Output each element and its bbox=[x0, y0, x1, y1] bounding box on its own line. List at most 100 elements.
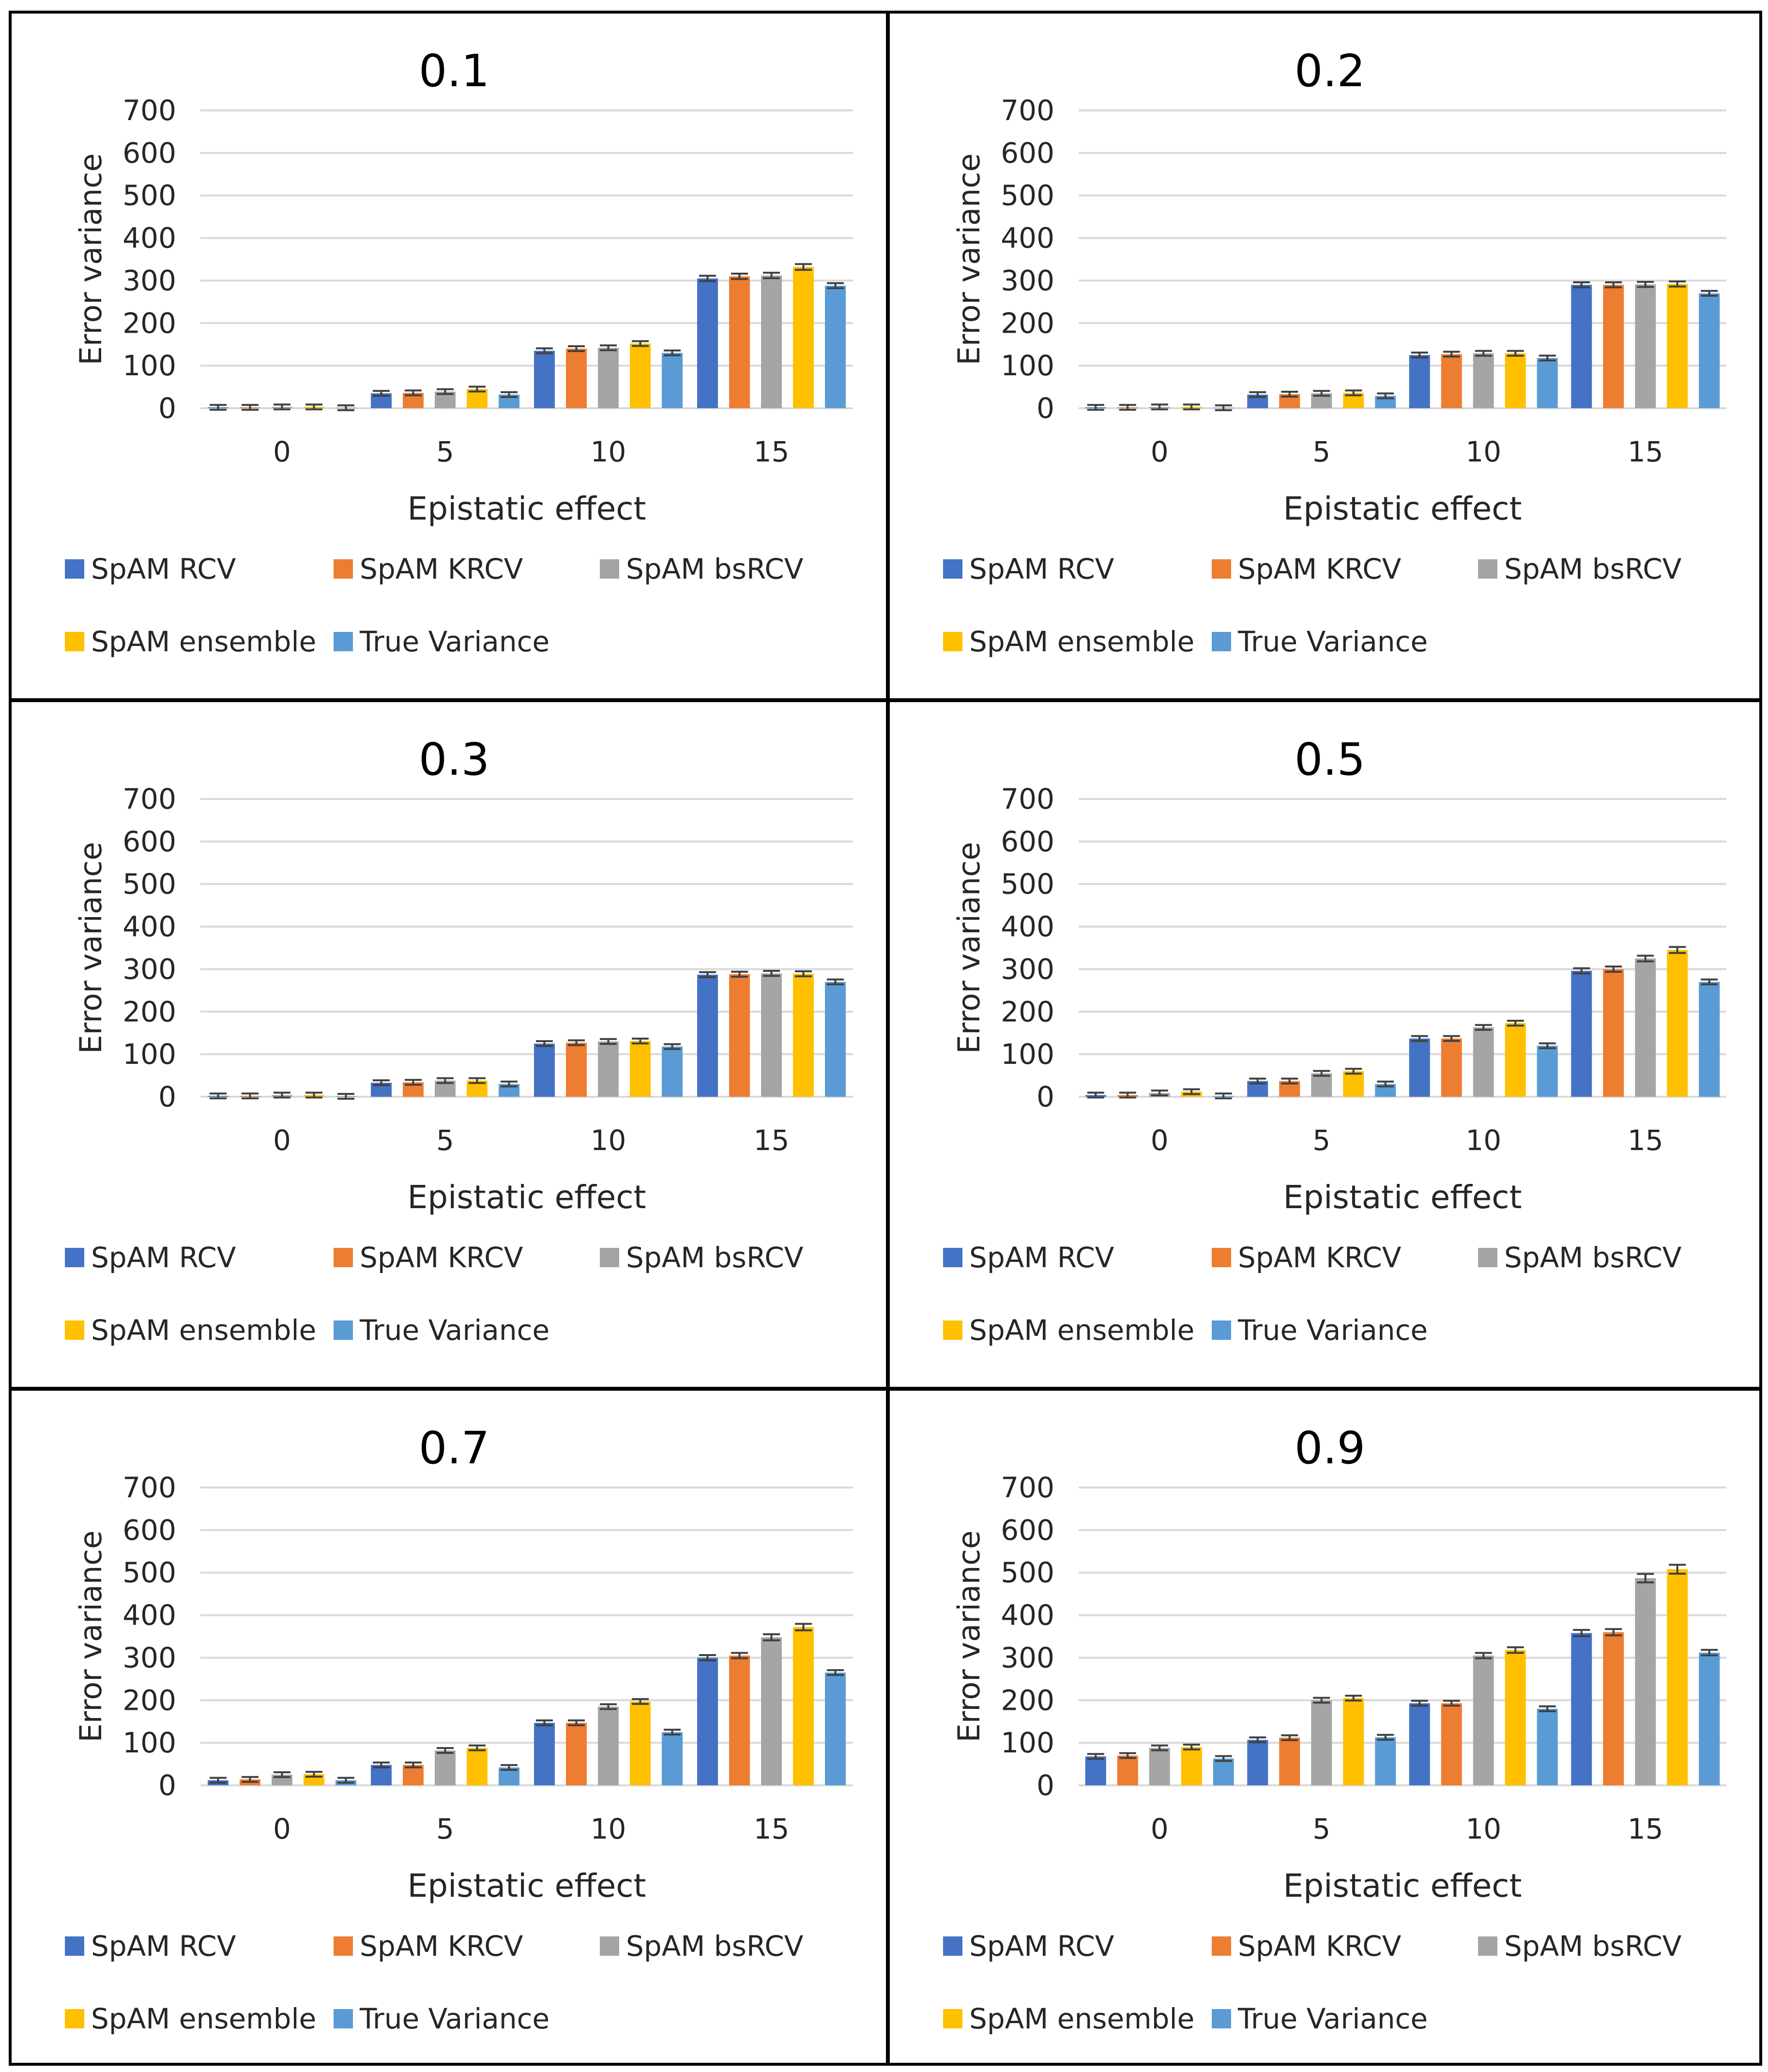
legend-item-true-variance: True Variance bbox=[1212, 1314, 1428, 1347]
chart-title: 0.3 bbox=[419, 734, 489, 785]
y-tick-label: 600 bbox=[122, 825, 176, 858]
legend-swatch bbox=[1212, 2009, 1231, 2028]
legend-item-spam-bsrcv: SpAM bsRCV bbox=[600, 553, 803, 585]
legend-item-spam-krcv: SpAM KRCV bbox=[1212, 1930, 1401, 1963]
x-tick-label: 10 bbox=[1465, 435, 1501, 468]
legend-label: SpAM ensemble bbox=[91, 1314, 317, 1347]
bar-spam-bsrcv bbox=[598, 1706, 619, 1785]
legend-label: SpAM RCV bbox=[91, 1930, 236, 1963]
y-tick-label: 500 bbox=[1001, 179, 1054, 212]
y-tick-label: 500 bbox=[122, 1556, 176, 1589]
y-axis-label: Error variance bbox=[951, 1531, 987, 1743]
legend-swatch bbox=[334, 559, 353, 579]
legend-label: SpAM bsRCV bbox=[626, 1241, 804, 1274]
legend-label: SpAM RCV bbox=[969, 553, 1114, 585]
y-tick-label: 600 bbox=[122, 137, 176, 169]
y-tick-label: 0 bbox=[158, 1769, 176, 1802]
legend-item-spam-rcv: SpAM RCV bbox=[65, 1241, 236, 1274]
y-tick-label: 200 bbox=[1001, 1684, 1054, 1717]
x-axis-label: Epistatic effect bbox=[1283, 490, 1522, 527]
legend-item-true-variance: True Variance bbox=[334, 1314, 549, 1347]
chart-panel-4: 0.7 0 100 200 300 400 500 600 700 Error variance 0… bbox=[9, 1388, 889, 2066]
bar-spam-krcv bbox=[1441, 354, 1462, 408]
x-tick-label: 10 bbox=[1465, 1812, 1501, 1845]
bar-spam-krcv bbox=[1279, 1737, 1300, 1785]
bar-spam-ensemble bbox=[1343, 1698, 1364, 1785]
bar-spam-ensemble bbox=[1667, 1569, 1688, 1785]
y-tick-label: 0 bbox=[1036, 1769, 1054, 1802]
x-axis-label: Epistatic effect bbox=[1283, 1179, 1522, 1216]
bar-spam-krcv bbox=[729, 1656, 750, 1785]
y-tick-label: 700 bbox=[1001, 1471, 1054, 1504]
bar-spam-ensemble bbox=[630, 343, 651, 408]
legend-item-true-variance: True Variance bbox=[334, 625, 549, 658]
chart-svg: 0.5 0 100 200 300 400 500 600 700 Error variance 0… bbox=[951, 734, 1726, 1216]
legend-swatch bbox=[943, 1248, 962, 1267]
legend-swatch bbox=[1212, 1936, 1231, 1956]
chart-panel-5: 0.9 0 100 200 300 400 500 600 700 Error variance 0… bbox=[887, 1388, 1762, 2066]
bar-spam-krcv bbox=[1117, 1755, 1138, 1785]
legend-swatch bbox=[65, 1936, 84, 1956]
chart-svg: 0.1 0 100 200 300 400 500 600 700 Error variance 0… bbox=[73, 45, 853, 527]
x-tick-label: 15 bbox=[754, 1812, 790, 1845]
x-tick-label: 5 bbox=[1312, 1812, 1330, 1845]
y-tick-label: 100 bbox=[122, 1726, 176, 1759]
legend-item-spam-krcv: SpAM KRCV bbox=[1212, 553, 1401, 585]
bar-spam-ensemble bbox=[1667, 284, 1688, 408]
bar-true-variance bbox=[1699, 982, 1720, 1097]
legend-swatch bbox=[600, 559, 619, 579]
legend-label: SpAM KRCV bbox=[1238, 553, 1402, 585]
y-tick-label: 400 bbox=[122, 222, 176, 255]
y-tick-label: 200 bbox=[1001, 995, 1054, 1028]
y-tick-label: 500 bbox=[122, 868, 176, 901]
y-tick-label: 400 bbox=[1001, 910, 1054, 943]
y-tick-label: 400 bbox=[122, 910, 176, 943]
bar-spam-rcv bbox=[1247, 1739, 1268, 1785]
bar-true-variance bbox=[1537, 1708, 1558, 1785]
x-tick-label: 0 bbox=[1151, 1124, 1169, 1157]
y-tick-label: 100 bbox=[122, 349, 176, 382]
bar-spam-krcv bbox=[1441, 1038, 1462, 1097]
legend-label: True Variance bbox=[1238, 1314, 1428, 1347]
legend-label: SpAM ensemble bbox=[969, 625, 1195, 658]
y-tick-label: 300 bbox=[122, 1641, 176, 1674]
x-tick-label: 5 bbox=[1312, 435, 1330, 468]
legend-label: True Variance bbox=[1238, 625, 1428, 658]
bar-spam-rcv bbox=[534, 1044, 555, 1097]
y-tick-label: 200 bbox=[1001, 307, 1054, 339]
legend-item-spam-ensemble: SpAM ensemble bbox=[943, 1314, 1194, 1347]
legend-swatch bbox=[1212, 559, 1231, 579]
y-tick-label: 0 bbox=[1036, 1080, 1054, 1113]
y-tick-label: 600 bbox=[1001, 1514, 1054, 1547]
legend-swatch bbox=[65, 1248, 84, 1267]
bar-spam-krcv bbox=[566, 1043, 587, 1097]
x-tick-label: 10 bbox=[591, 1812, 626, 1845]
legend-item-spam-rcv: SpAM RCV bbox=[943, 1241, 1114, 1274]
bar-spam-rcv bbox=[534, 351, 555, 408]
y-tick-label: 700 bbox=[1001, 94, 1054, 127]
legend-label: True Variance bbox=[360, 625, 550, 658]
legend-item-spam-ensemble: SpAM ensemble bbox=[943, 2002, 1194, 2035]
y-tick-label: 100 bbox=[122, 1038, 176, 1071]
legend-swatch bbox=[1478, 559, 1497, 579]
legend-item-spam-bsrcv: SpAM bsRCV bbox=[1478, 1930, 1681, 1963]
bar-spam-krcv bbox=[1603, 1632, 1624, 1785]
legend-swatch bbox=[334, 1320, 353, 1340]
bar-spam-bsrcv bbox=[598, 1041, 619, 1097]
legend-swatch bbox=[334, 1936, 353, 1956]
bar-true-variance bbox=[825, 1673, 846, 1785]
x-tick-label: 15 bbox=[1628, 1124, 1663, 1157]
x-axis-label: Epistatic effect bbox=[408, 1867, 646, 1904]
legend-item-spam-rcv: SpAM RCV bbox=[65, 553, 236, 585]
legend-label: SpAM RCV bbox=[91, 1241, 236, 1274]
y-tick-label: 700 bbox=[122, 783, 176, 815]
bar-true-variance bbox=[662, 1046, 683, 1097]
bar-spam-bsrcv bbox=[435, 1750, 456, 1785]
legend-label: SpAM RCV bbox=[91, 553, 236, 585]
x-tick-label: 10 bbox=[591, 435, 626, 468]
bar-spam-bsrcv bbox=[1473, 353, 1494, 408]
x-tick-label: 0 bbox=[273, 1124, 291, 1157]
bar-spam-bsrcv bbox=[1635, 284, 1656, 408]
bar-true-variance bbox=[662, 1732, 683, 1785]
x-tick-label: 0 bbox=[273, 1812, 291, 1845]
